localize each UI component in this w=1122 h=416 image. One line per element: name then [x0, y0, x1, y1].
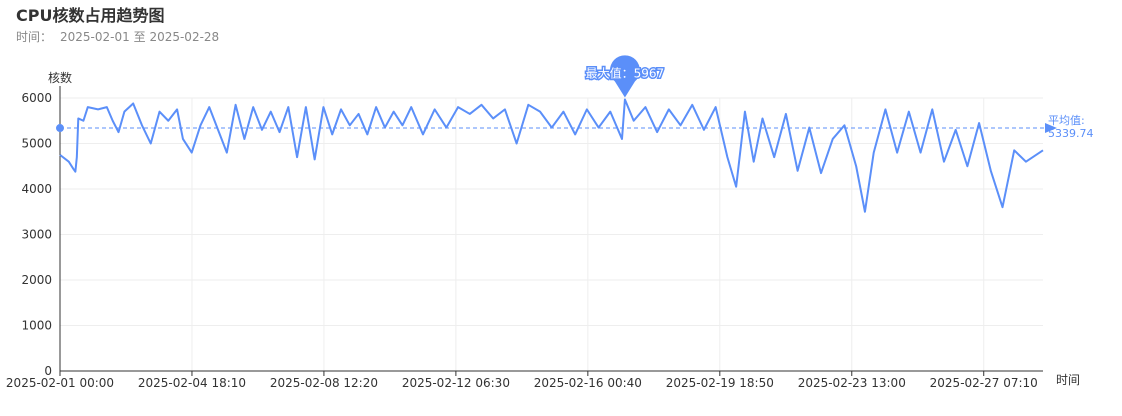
x-tick-label: 2025-02-16 00:40 [534, 376, 642, 390]
x-axis-title: 时间 [1056, 373, 1080, 387]
average-line-label: 平均值: [1048, 114, 1085, 127]
x-tick-label: 2025-02-04 18:10 [138, 376, 246, 390]
x-axis: 2025-02-01 00:00 2025-02-04 18:10 2025-02-… [6, 370, 1043, 390]
y-tick-label: 4000 [21, 182, 52, 196]
max-marker-group: 最大值：5967 [584, 55, 666, 98]
x-tick-label: 2025-02-23 13:00 [798, 376, 906, 390]
x-tick-label: 2025-02-27 07:10 [930, 376, 1038, 390]
average-line-value: 5339.74 [1048, 127, 1094, 140]
x-tick-label: 2025-02-08 12:20 [270, 376, 378, 390]
x-tick-label: 2025-02-12 06:30 [402, 376, 510, 390]
subtitle-start-date: 2025-02-01 [60, 30, 130, 44]
chart-title: CPU核数占用趋势图 [16, 6, 165, 25]
average-line-group: 平均值:5339.74 [56, 114, 1094, 140]
max-marker-label: 最大值：5967 [586, 66, 665, 81]
chart-subtitle: 时间： 2025-02-01 至 2025-02-28 [16, 28, 219, 45]
y-tick-label: 2000 [21, 273, 52, 287]
subtitle-label: 时间： [16, 30, 53, 44]
max-marker-pin [609, 55, 640, 98]
subtitle-range-separator: 至 [133, 30, 146, 44]
y-tick-label: 1000 [21, 319, 52, 333]
y-tick-label: 5000 [21, 137, 52, 151]
series-area [59, 98, 1044, 213]
x-tick-label: 2025-02-19 18:50 [666, 376, 774, 390]
y-axis: 0 1000 2000 3000 4000 5000 6000 [21, 86, 61, 378]
y-tick-label: 0 [44, 364, 52, 378]
average-line-arrow [1045, 123, 1057, 134]
series-line [59, 98, 1044, 213]
y-tick-label: 3000 [21, 228, 52, 242]
y-tick-label: 6000 [21, 91, 52, 105]
y-axis-title: 核数 [48, 70, 72, 85]
subtitle-end-date: 2025-02-28 [149, 30, 220, 44]
grid [60, 97, 1043, 371]
x-tick-label: 2025-02-01 00:00 [6, 376, 114, 390]
